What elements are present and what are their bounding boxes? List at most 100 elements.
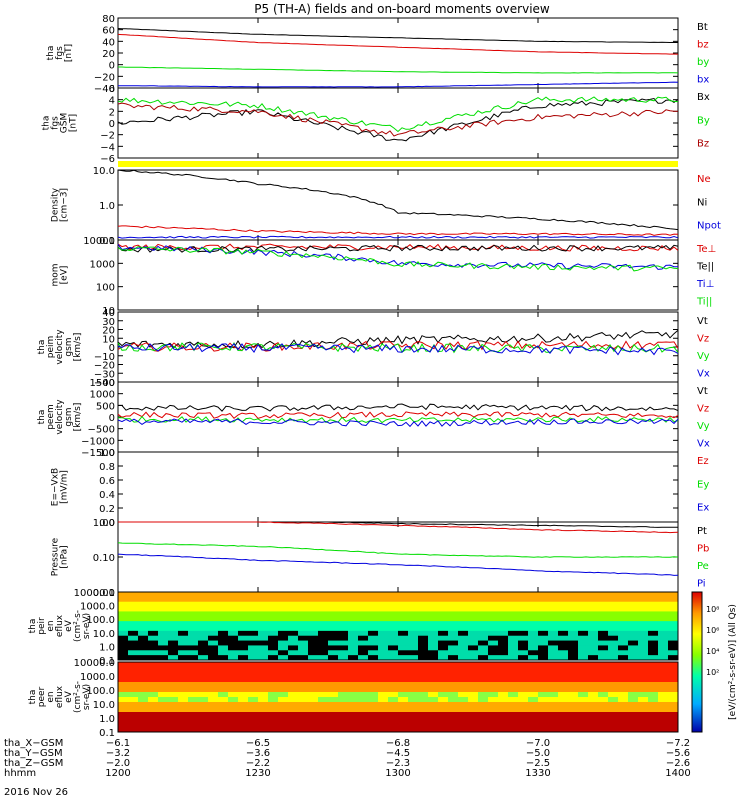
spec-cell [138, 606, 149, 612]
spec-cell [508, 630, 519, 637]
spec-cell [558, 635, 569, 642]
spec-cell [318, 717, 329, 723]
spec-cell [408, 645, 419, 651]
spec-cell [628, 717, 639, 723]
ytick-label: 500 [96, 401, 115, 412]
spec-cell [608, 707, 619, 713]
spec-cell [468, 682, 479, 688]
spec-cell [178, 606, 189, 612]
spec-cell [448, 667, 459, 673]
ytick-label: −40 [94, 84, 115, 95]
spec-cell [188, 682, 199, 688]
spec-cell [618, 626, 629, 632]
spec-cell [398, 722, 409, 728]
legend-Bt: Bt [697, 22, 708, 33]
spec-cell [498, 655, 509, 661]
spec-cell [568, 635, 579, 642]
spec-cell [398, 645, 409, 651]
series-Ti|| [117, 246, 679, 272]
spec-cell [518, 682, 529, 688]
spec-cell [358, 630, 369, 637]
spec-cell [588, 635, 599, 642]
spec-cell [618, 611, 629, 617]
spec-cell [498, 707, 509, 713]
spec-cell [348, 592, 359, 598]
spec-cell [398, 707, 409, 713]
spec-cell [658, 626, 669, 632]
xaxis-value: 1200 [105, 768, 130, 779]
spec-cell [618, 630, 629, 637]
spec-cell [348, 645, 359, 651]
spec-cell [288, 655, 299, 661]
spec-cell [498, 645, 509, 651]
xaxis-value: −6.1 [106, 738, 130, 749]
spec-cell [668, 606, 679, 612]
spec-cell [368, 655, 379, 661]
spec-cell [228, 677, 239, 683]
spec-cell [308, 727, 319, 733]
spec-cell [168, 722, 179, 728]
series-Bx [117, 97, 679, 142]
legend-Vy: Vy [697, 421, 710, 432]
ylabel-line: peim [46, 336, 56, 359]
spec-cell [608, 727, 619, 733]
spec-cell [258, 727, 269, 733]
spec-cell [598, 635, 609, 642]
spec-cell [208, 606, 219, 612]
spec-cell [488, 667, 499, 673]
spec-cell [388, 626, 399, 632]
spec-cell [618, 692, 629, 698]
spec-cell [208, 722, 219, 728]
spec-cell [158, 697, 169, 703]
spec-cell [538, 640, 549, 646]
spec-cell [118, 596, 129, 603]
spec-cell [488, 722, 499, 728]
spec-cell [668, 707, 679, 713]
spec-cell [178, 592, 189, 598]
spec-cell [258, 667, 269, 673]
ylabel-line: fgs [55, 46, 65, 60]
spec-cell [558, 640, 569, 646]
spec-cell [538, 707, 549, 713]
spec-cell [518, 606, 529, 612]
spec-cell [568, 717, 579, 723]
spec-cell [618, 687, 629, 693]
spec-cell [518, 667, 529, 673]
spec-cell [638, 616, 649, 622]
spec-cell [468, 626, 479, 632]
spec-cell [558, 611, 569, 617]
spec-cell [288, 596, 299, 603]
spec-cell [528, 662, 539, 668]
spec-cell [528, 692, 539, 698]
spec-cell [248, 601, 259, 608]
spec-cell [468, 616, 479, 622]
spec-cell [638, 606, 649, 612]
ylabel-line: [km/s] [73, 403, 83, 432]
spec-cell [148, 672, 159, 678]
spec-cell [308, 630, 319, 637]
spec-cell [638, 655, 649, 661]
spec-cell [568, 616, 579, 622]
spec-cell [258, 635, 269, 642]
spec-cell [318, 697, 329, 703]
spec-cell [238, 682, 249, 688]
spec-cell [408, 621, 419, 627]
ytick-label: 1000 [90, 259, 115, 270]
spec-cell [308, 697, 319, 703]
spec-cell [128, 672, 139, 678]
spec-cell [588, 645, 599, 651]
spec-cell [438, 687, 449, 693]
spec-cell [558, 630, 569, 637]
spec-cell [668, 640, 679, 646]
spec-cell [488, 727, 499, 733]
spec-cell [328, 650, 339, 656]
spec-cell [138, 697, 149, 703]
spec-cell [258, 662, 269, 668]
spec-cell [248, 687, 259, 693]
spec-cell [458, 662, 469, 668]
spec-cell [608, 592, 619, 598]
xaxis-row-label: hhmm [4, 768, 36, 779]
spec-cell [208, 611, 219, 617]
spec-cell [178, 616, 189, 622]
